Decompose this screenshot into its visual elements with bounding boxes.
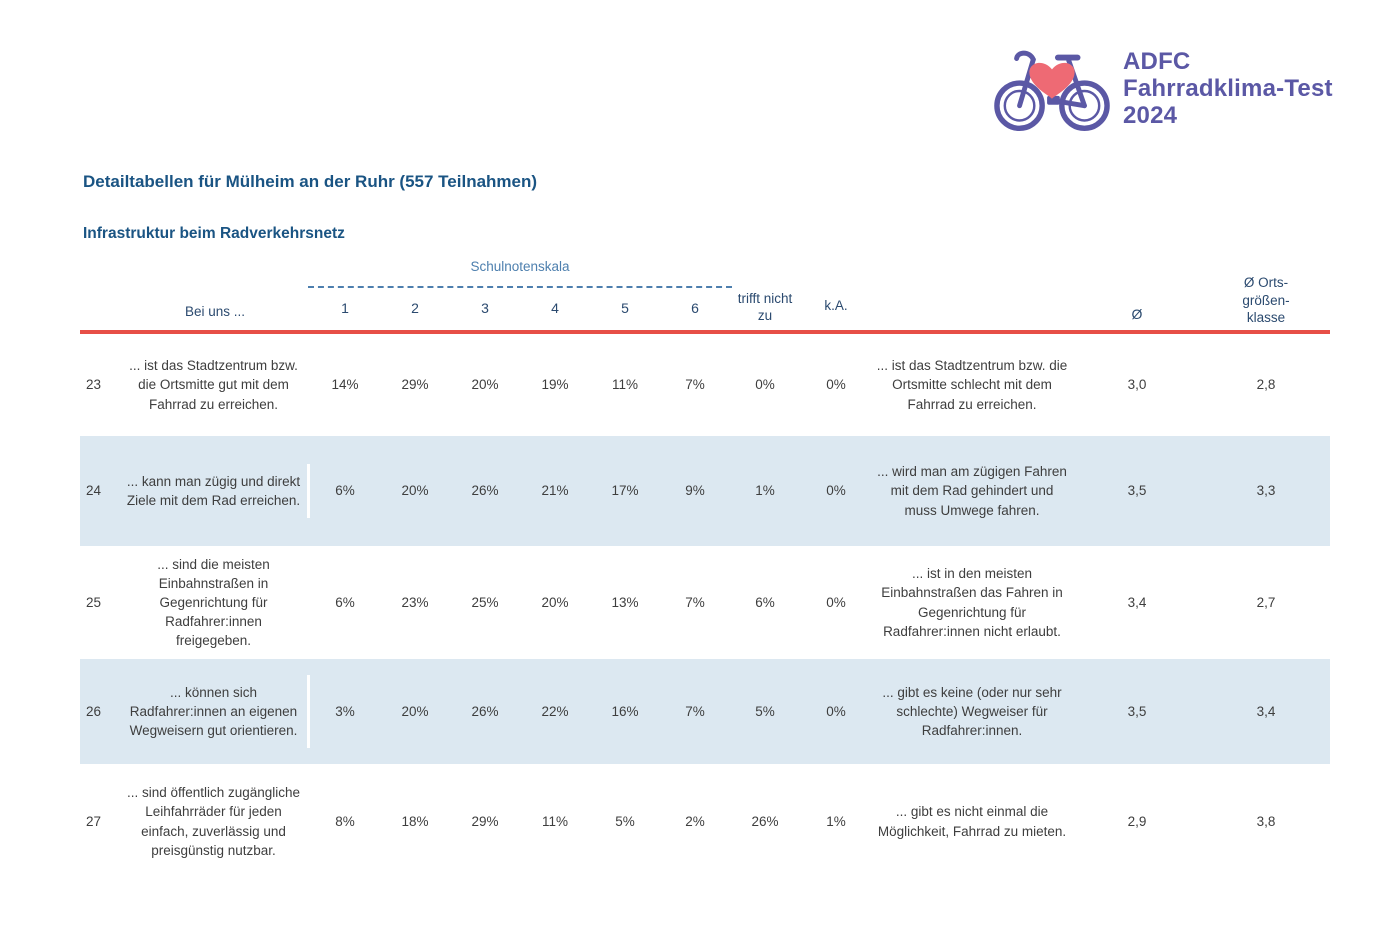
grade-value-cell: 29% (401, 377, 429, 393)
brand-wordmark: ADFC Fahrradklima-Test 2024 (1123, 44, 1333, 129)
header-red-rule (80, 330, 1330, 334)
grade-value-cell: 9% (685, 483, 705, 499)
row-number: 26 (86, 703, 102, 719)
ka-cell: 0% (826, 483, 846, 499)
average-cell: 3,5 (1127, 483, 1147, 499)
column-header-grade-2: 2 (411, 299, 419, 316)
average-cell: 3,5 (1127, 703, 1147, 719)
column-header-average: Ø (1131, 305, 1143, 322)
grade-value-cell: 20% (471, 377, 499, 393)
page-title: Detailtabellen für Mülheim an der Ruhr (… (83, 172, 538, 191)
ka-cell: 1% (826, 813, 846, 829)
table-row: 25 ... sind die meisten Einbahnstraßen i… (80, 546, 1330, 659)
average-city-class-cell: 3,4 (1256, 703, 1276, 719)
opposite-statement-cell: ... gibt es keine (oder nur sehr schlech… (882, 684, 1062, 739)
opposite-statement-cell: ... ist in den meisten Einbahnstraßen da… (881, 566, 1063, 639)
grade-value-cell: 20% (401, 483, 429, 499)
grade-value-cell: 29% (471, 813, 499, 829)
brand-line-3: 2024 (1123, 102, 1178, 129)
column-header-trifft-nicht-zu: trifft nicht zu (737, 290, 793, 324)
grade-value-cell: 6% (335, 483, 355, 499)
trifft-nicht-zu-cell: 5% (755, 703, 775, 719)
average-cell: 3,4 (1127, 594, 1147, 610)
grade-value-cell: 21% (541, 483, 569, 499)
column-header-grade-4: 4 (551, 299, 559, 316)
grade-value-cell: 13% (611, 594, 639, 610)
grade-value-cell: 11% (541, 813, 569, 829)
row-number: 23 (86, 377, 102, 393)
table-header: Schulnotenskala Bei uns ... 1 2 3 4 5 6 … (80, 255, 1330, 330)
grade-value-cell: 16% (611, 703, 639, 719)
grade-value-cell: 26% (471, 703, 499, 719)
grade-value-cell: 22% (541, 703, 569, 719)
grade-value-cell: 2% (685, 813, 705, 829)
grade-value-cell: 14% (331, 377, 359, 393)
column-header-grade-3: 3 (481, 299, 489, 316)
scale-dashed-rule (308, 286, 732, 288)
ka-cell: 0% (826, 594, 846, 610)
grade-value-cell: 18% (401, 813, 429, 829)
detail-table: Schulnotenskala Bei uns ... 1 2 3 4 5 6 … (80, 255, 1330, 879)
row-number: 25 (86, 594, 102, 610)
trifft-nicht-zu-cell: 0% (755, 377, 775, 393)
statement-cell: ... kann man zügig und direkt Ziele mit … (120, 463, 310, 519)
average-city-class-cell: 2,7 (1256, 594, 1276, 610)
opposite-statement-cell: ... ist das Stadtzentrum bzw. die Ortsmi… (876, 358, 1068, 412)
row-number: 24 (86, 483, 102, 499)
ka-cell: 0% (826, 703, 846, 719)
scale-group-label: Schulnotenskala (470, 259, 570, 274)
column-header-grade-6: 6 (691, 299, 699, 316)
column-header-average-city-class: Ø Orts-größen-klasse (1242, 275, 1290, 326)
grade-value-cell: 20% (541, 594, 569, 610)
trifft-nicht-zu-cell: 26% (751, 813, 779, 829)
section-title: Infrastruktur beim Radverkehrsnetz (83, 225, 345, 242)
opposite-statement-cell: ... gibt es nicht einmal die Möglichkeit… (877, 804, 1067, 839)
statement-cell: ... sind öffentlich zugängliche Leihfahr… (120, 775, 310, 868)
average-city-class-cell: 3,3 (1256, 483, 1276, 499)
trifft-nicht-zu-cell: 1% (755, 483, 775, 499)
grade-value-cell: 23% (401, 594, 429, 610)
average-city-class-cell: 3,8 (1256, 813, 1276, 829)
grade-value-cell: 17% (611, 483, 639, 499)
grade-value-cell: 6% (335, 594, 355, 610)
grade-value-cell: 3% (335, 703, 355, 719)
table-row: 26 ... können sich Radfahrer:innen an ei… (80, 659, 1330, 764)
column-header-grade-5: 5 (621, 299, 629, 316)
column-header-ka: k.A. (824, 298, 848, 314)
brand-line-2: Fahrradklima-Test (1123, 75, 1333, 102)
grade-value-cell: 7% (685, 594, 705, 610)
grade-value-cell: 26% (471, 483, 499, 499)
average-city-class-cell: 2,8 (1256, 377, 1276, 393)
column-header-bei-uns: Bei uns ... (184, 304, 246, 320)
bike-heart-icon (994, 50, 1110, 132)
grade-value-cell: 7% (685, 703, 705, 719)
statement-cell: ... ist das Stadtzentrum bzw. die Ortsmi… (120, 348, 310, 422)
table-row: 24 ... kann man zügig und direkt Ziele m… (80, 436, 1330, 546)
ka-cell: 0% (826, 377, 846, 393)
grade-value-cell: 5% (615, 813, 635, 829)
grade-value-cell: 7% (685, 377, 705, 393)
row-number: 27 (86, 813, 102, 829)
opposite-statement-cell: ... wird man am zügigen Fahren mit dem R… (877, 464, 1067, 518)
grade-value-cell: 19% (541, 377, 569, 393)
statement-cell: ... können sich Radfahrer:innen an eigen… (120, 674, 310, 749)
grade-value-cell: 8% (335, 813, 355, 829)
adfc-logo: ADFC Fahrradklima-Test 2024 (993, 44, 1333, 134)
grade-value-cell: 25% (471, 594, 499, 610)
grade-value-cell: 11% (611, 377, 639, 393)
grade-value-cell: 20% (401, 703, 429, 719)
brand-line-1: ADFC (1123, 48, 1191, 75)
column-header-grade-1: 1 (341, 299, 349, 316)
trifft-nicht-zu-cell: 6% (755, 594, 775, 610)
table-row: 27 ... sind öffentlich zugängliche Leihf… (80, 764, 1330, 879)
statement-cell: ... sind die meisten Einbahnstraßen in G… (120, 546, 310, 659)
average-cell: 3,0 (1127, 377, 1147, 393)
table-row: 23 ... ist das Stadtzentrum bzw. die Ort… (80, 334, 1330, 436)
average-cell: 2,9 (1127, 813, 1147, 829)
